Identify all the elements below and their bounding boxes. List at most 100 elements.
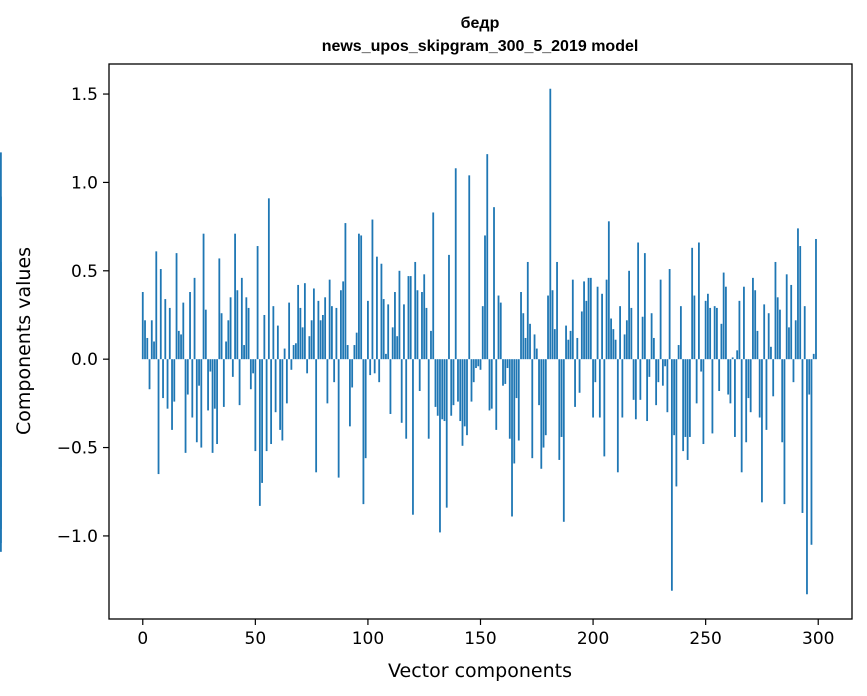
bar-component-165: [513, 359, 516, 464]
bar-component-96: [358, 233, 360, 360]
bar-component-undefined: [0, 359, 2, 552]
chart-title: бедр: [461, 15, 500, 32]
bar-component-123: [418, 359, 421, 391]
bar-component-27: [202, 233, 205, 360]
bar-component-218: [632, 359, 635, 400]
bar-component-141: [459, 359, 462, 422]
bar-component-279: [770, 346, 772, 360]
bar-component-135: [445, 359, 448, 508]
bar-component-177: [540, 359, 543, 469]
bar-component-216: [628, 270, 630, 360]
bar-component-29: [207, 359, 209, 411]
bar-component-292: [799, 246, 802, 360]
bar-component-282: [776, 297, 779, 360]
bar-component-160: [502, 359, 504, 386]
bar-component-205: [603, 359, 606, 457]
bar-component-264: [736, 350, 739, 360]
bar-component-11: [166, 359, 169, 409]
bar-component-59: [274, 359, 277, 413]
bar-component-294: [803, 306, 806, 360]
bar-component-173: [531, 359, 534, 459]
bar-component-43: [238, 359, 241, 406]
bar-component-75: [310, 320, 313, 360]
bar-component-224: [646, 359, 649, 422]
bar-component-86: [335, 307, 338, 360]
bar-component-142: [461, 359, 464, 446]
bar-component-220: [637, 242, 640, 360]
bar-component-44: [240, 277, 243, 360]
bar-component-262: [731, 357, 734, 360]
bar-component-56: [267, 198, 270, 360]
bar-component-242: [686, 359, 689, 460]
bar-component-232: [664, 359, 667, 367]
bar-component-265: [738, 300, 741, 360]
bar-component-61: [279, 359, 282, 430]
bar-component-271: [752, 277, 754, 360]
x-tick-label: 200: [577, 629, 609, 649]
bar-component-257: [720, 323, 723, 360]
bar-component-208: [610, 318, 612, 360]
bar-component-24: [195, 359, 198, 443]
bar-component-92: [349, 359, 351, 427]
bar-component-154: [488, 359, 491, 411]
bar-component-268: [745, 359, 748, 443]
x-tick-label: 50: [245, 629, 267, 649]
bar-component-125: [423, 274, 426, 360]
bar-component-94: [353, 345, 356, 360]
bar-component-105: [378, 359, 381, 383]
bar-component-275: [761, 359, 763, 503]
bar-component-134: [443, 359, 446, 422]
bar-component-89: [342, 281, 345, 360]
bar-component-0: [141, 292, 144, 360]
bar-component-73: [306, 359, 309, 374]
bar-component-159: [499, 302, 502, 360]
bar-component-undefined: [0, 359, 2, 414]
bar-component-148: [475, 359, 477, 369]
bar-component-237: [675, 359, 678, 487]
bar-component-246: [695, 359, 698, 404]
bar-component-18: [182, 302, 185, 360]
bar-component-67: [292, 345, 295, 360]
bar-component-71: [301, 327, 304, 360]
bar-component-21: [189, 292, 191, 360]
bar-component-254: [713, 306, 716, 360]
bar-component-103: [373, 359, 376, 374]
bar-component-239: [679, 306, 682, 360]
bar-component-278: [767, 313, 770, 360]
bar-component-139: [454, 168, 457, 360]
bar-component-79: [319, 320, 322, 360]
bar-component-221: [639, 359, 642, 400]
x-axis-label: Vector components: [388, 660, 572, 682]
bar-component-209: [612, 329, 615, 360]
bar-component-197: [585, 300, 588, 360]
bar-component-8: [159, 269, 162, 360]
bar-component-58: [272, 306, 275, 360]
x-tick-label: 0: [137, 629, 148, 649]
bar-component-297: [810, 359, 813, 545]
bar-component-104: [376, 256, 378, 360]
bar-component-108: [385, 353, 387, 360]
chart-subtitle: news_upos_skipgram_300_5_2019 model: [322, 38, 639, 55]
bar-component-12: [168, 307, 171, 360]
bar-component-211: [616, 359, 619, 473]
bar-component-170: [524, 337, 527, 360]
bar-component-261: [729, 359, 732, 404]
bar-component-22: [191, 359, 194, 418]
bar-component-169: [522, 313, 525, 360]
bar-component-76: [312, 288, 315, 360]
bar-component-202: [596, 286, 599, 360]
bar-component-65: [288, 302, 291, 360]
bar-component-117: [405, 359, 408, 439]
y-tick-label: 1.0: [71, 173, 98, 193]
bar-component-145: [468, 175, 471, 360]
x-tick-label: 100: [352, 629, 384, 649]
bar-component-34: [218, 258, 221, 360]
bar-component-23: [193, 277, 196, 360]
y-axis-ticks: −1.0 −0.5 0.0 0.5 1.0 1.5: [57, 85, 109, 547]
bar-component-203: [598, 359, 601, 418]
bar-component-284: [781, 359, 784, 443]
bar-component-191: [571, 279, 574, 360]
bar-component-101: [369, 359, 372, 376]
bar-component-274: [758, 359, 761, 418]
bar-component-60: [276, 325, 279, 360]
